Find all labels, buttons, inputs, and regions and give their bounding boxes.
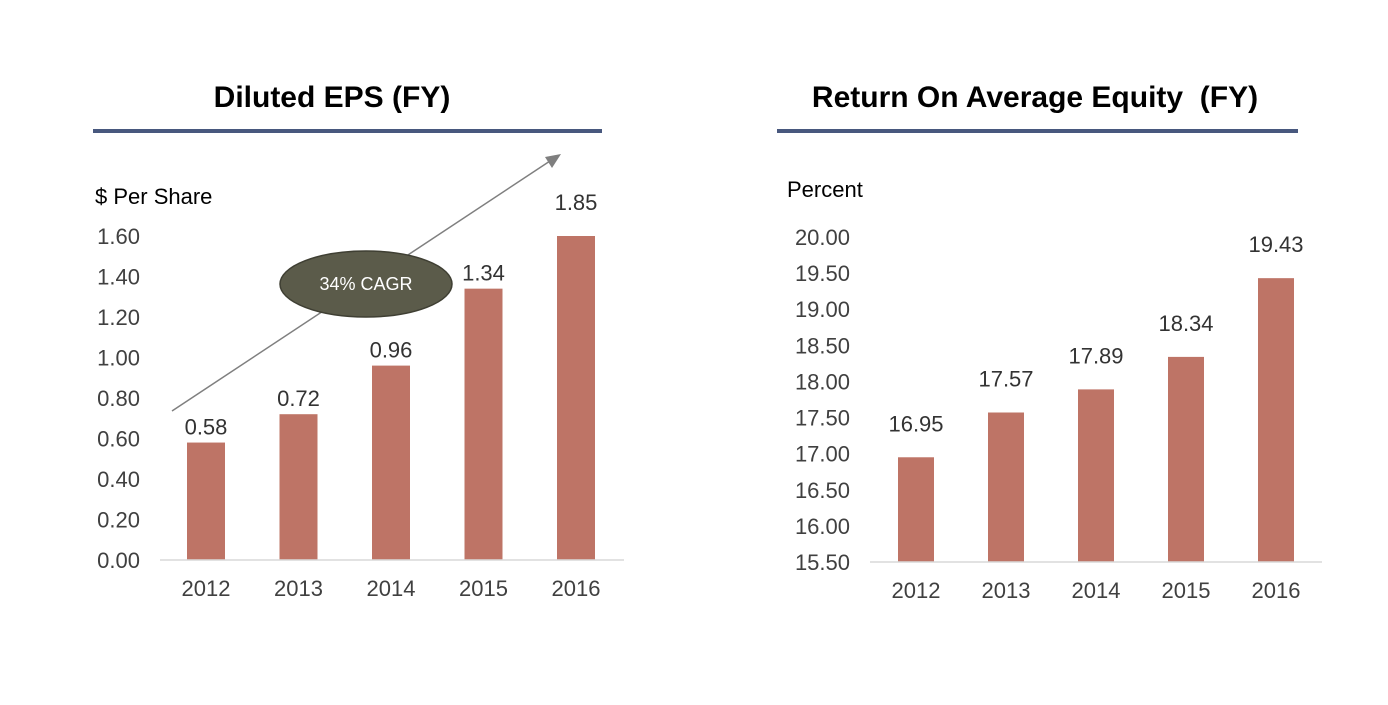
- eps-value-label: 1.85: [555, 190, 598, 215]
- eps-bar-2012: [187, 442, 225, 560]
- roe-bar-2014: [1078, 389, 1114, 562]
- eps-bar-2016: [557, 236, 595, 560]
- eps-category-label: 2016: [552, 576, 601, 601]
- eps-value-labels: 0.58 0.72 0.96 1.34 1.85: [185, 190, 598, 440]
- roe-bar-2012: [898, 457, 934, 562]
- eps-y-tick-label: 0.40: [97, 467, 140, 492]
- roe-category-label: 2014: [1072, 578, 1121, 603]
- eps-bars: [187, 236, 595, 560]
- roe-y-tick-label: 19.00: [795, 297, 850, 322]
- roe-value-label: 19.43: [1248, 232, 1303, 257]
- eps-y-tick-label: 1.60: [97, 224, 140, 249]
- eps-value-label: 1.34: [462, 261, 505, 286]
- roe-category-label: 2016: [1252, 578, 1301, 603]
- roe-bars: [898, 278, 1294, 562]
- eps-y-tick-label: 1.20: [97, 305, 140, 330]
- eps-value-label: 0.96: [370, 338, 413, 363]
- roe-y-tick-label: 17.50: [795, 406, 850, 431]
- eps-value-label: 0.72: [277, 386, 320, 411]
- roe-value-labels: 16.95 17.57 17.89 18.34 19.43: [888, 232, 1303, 436]
- eps-y-tick-label: 0.80: [97, 386, 140, 411]
- eps-chart-title: Diluted EPS (FY): [214, 81, 451, 114]
- eps-cagr-arrowhead-icon: [545, 154, 561, 168]
- eps-y-tick-label: 0.00: [97, 548, 140, 573]
- cagr-badge-label: 34% CAGR: [319, 274, 412, 294]
- roe-category-label: 2015: [1162, 578, 1211, 603]
- roe-value-label: 16.95: [888, 411, 943, 436]
- eps-chart: Diluted EPS (FY) $ Per Share 0.00 0.20 0.4…: [93, 81, 624, 601]
- roe-category-label: 2012: [892, 578, 941, 603]
- roe-value-label: 17.57: [978, 367, 1033, 392]
- eps-bar-2015: [464, 288, 503, 560]
- roe-value-label: 17.89: [1068, 343, 1123, 368]
- roe-y-tick-label: 20.00: [795, 225, 850, 250]
- roe-y-tick-label: 19.50: [795, 261, 850, 286]
- roe-y-tick-label: 15.50: [795, 550, 850, 575]
- roe-chart: Return On Average Equity (FY) Percent 15…: [777, 81, 1322, 603]
- eps-bar-2013: [279, 414, 318, 560]
- eps-y-tick-label: 1.40: [97, 265, 140, 290]
- eps-category-label: 2012: [182, 576, 231, 601]
- eps-category-label: 2014: [367, 576, 416, 601]
- roe-y-ticks: 15.50 16.00 16.50 17.00 17.50 18.00 18.50 19.00…: [795, 225, 850, 575]
- eps-categories: 2012 2013 2014 2015 2016: [182, 576, 601, 601]
- roe-chart-title: Return On Average Equity (FY): [812, 81, 1258, 114]
- eps-y-tick-label: 0.60: [97, 427, 140, 452]
- roe-bar-2015: [1168, 356, 1204, 562]
- roe-categories: 2012 2013 2014 2015 2016: [892, 578, 1301, 603]
- roe-value-label: 18.34: [1158, 311, 1213, 336]
- eps-category-label: 2015: [459, 576, 508, 601]
- roe-y-tick-label: 18.50: [795, 333, 850, 358]
- eps-value-label: 0.58: [185, 415, 228, 440]
- roe-y-tick-label: 18.00: [795, 369, 850, 394]
- roe-category-label: 2013: [982, 578, 1031, 603]
- roe-bar-2013: [988, 412, 1024, 562]
- roe-y-tick-label: 16.50: [795, 478, 850, 503]
- roe-y-axis-unit: Percent: [787, 177, 863, 202]
- roe-bar-2016: [1258, 278, 1294, 562]
- eps-y-tick-label: 1.00: [97, 346, 140, 371]
- eps-bar-2014: [372, 365, 410, 560]
- eps-y-axis-unit: $ Per Share: [95, 184, 212, 209]
- cagr-badge: 34% CAGR: [279, 250, 453, 318]
- roe-y-tick-label: 16.00: [795, 514, 850, 539]
- cagr-badge-ellipse: [279, 250, 453, 318]
- eps-y-tick-label: 0.20: [97, 508, 140, 533]
- eps-y-ticks: 0.00 0.20 0.40 0.60 0.80 1.00 1.20 1.40 1.60: [97, 224, 140, 573]
- eps-category-label: 2013: [274, 576, 323, 601]
- roe-y-tick-label: 17.00: [795, 442, 850, 467]
